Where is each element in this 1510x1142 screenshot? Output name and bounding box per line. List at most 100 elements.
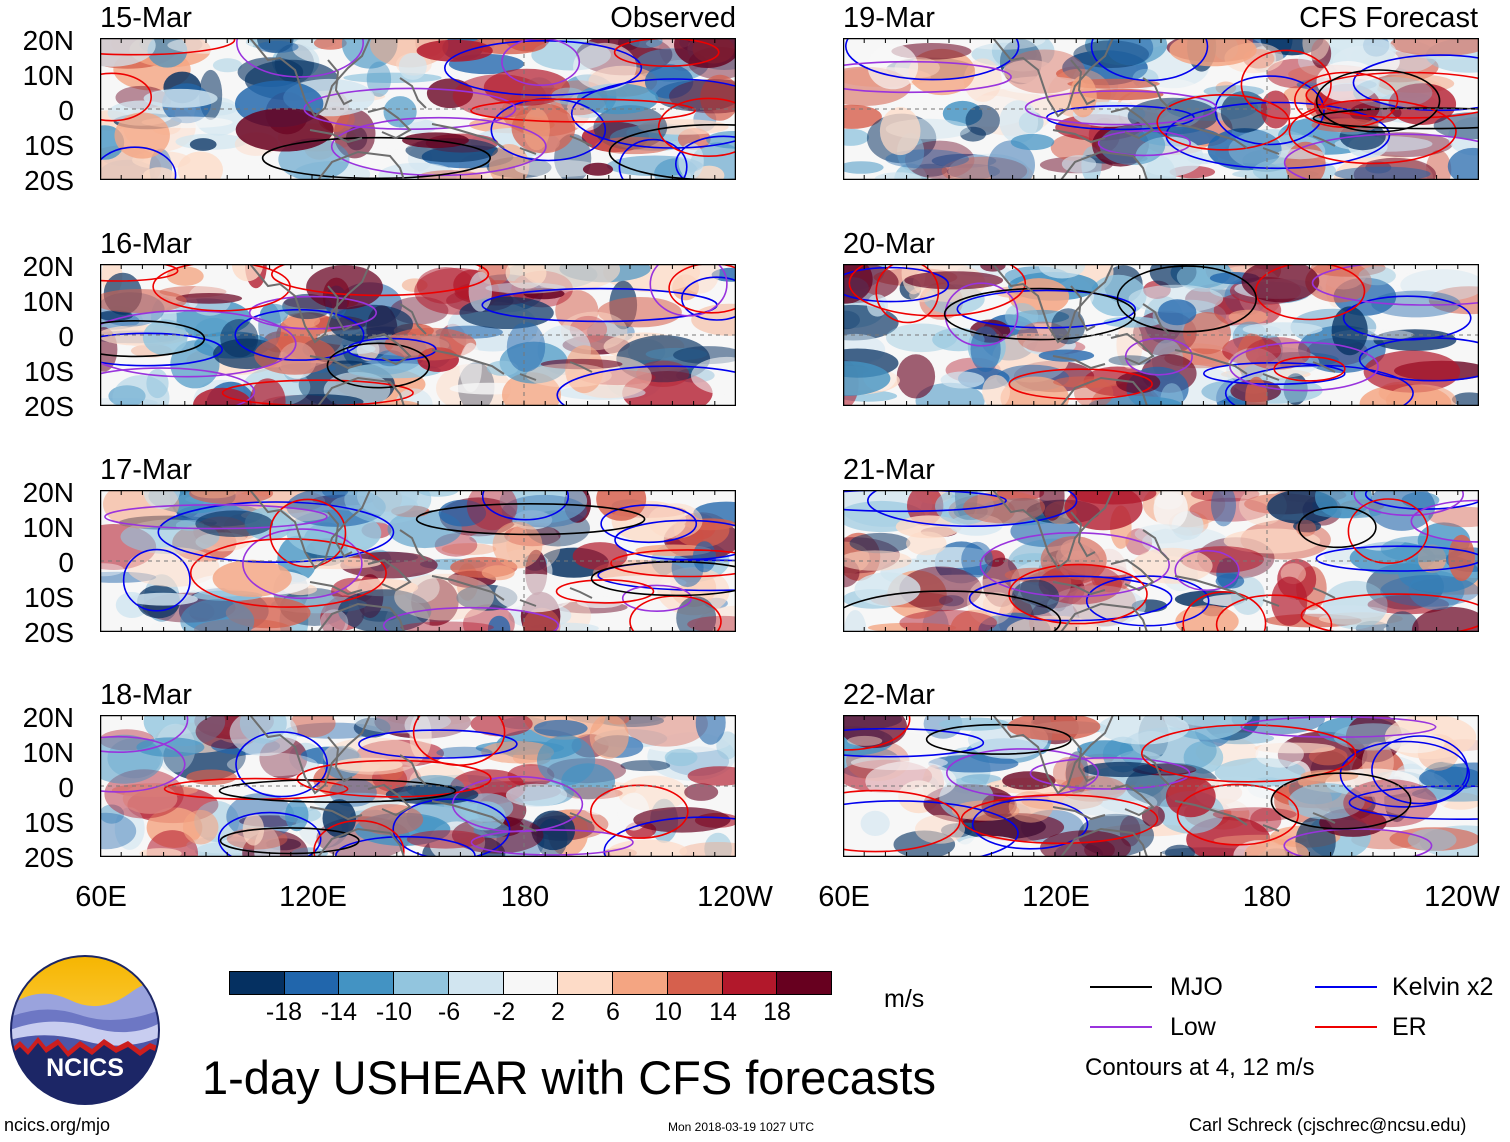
contour-line [843, 715, 911, 751]
contour-line [1312, 107, 1479, 130]
shading-blob [1407, 828, 1457, 852]
shading-blob [319, 609, 349, 632]
contour-line [1297, 506, 1377, 549]
observed-label: Observed [610, 2, 736, 34]
shading-blob [1169, 38, 1257, 67]
shading-blob [1223, 528, 1321, 554]
shading-blob [112, 375, 170, 406]
lat-label-10n: 10N [22, 512, 74, 543]
contour-line [618, 138, 688, 180]
legend-swatch-mjo [1090, 986, 1152, 988]
shading-blob [1215, 81, 1237, 95]
contour-line [313, 819, 405, 857]
contour-line [1124, 337, 1193, 376]
shading-blob [354, 715, 451, 734]
coastline [399, 303, 427, 335]
contour-line [848, 264, 1027, 317]
shading-blob [1134, 524, 1193, 544]
shading-blob [687, 766, 736, 786]
lat-label-20s: 20S [24, 617, 74, 648]
shading-blob [416, 39, 493, 62]
shading-blob [416, 267, 475, 304]
colorbar [229, 971, 832, 995]
contour-line [675, 135, 736, 180]
shading-blob [692, 541, 717, 573]
shading-blob [177, 151, 223, 180]
contour-line [843, 590, 1062, 632]
shading-blob [1302, 605, 1388, 619]
lat-label-20n: 20N [22, 251, 74, 282]
shading-blob [357, 804, 424, 836]
contour-line [556, 365, 736, 406]
coastline [309, 581, 363, 596]
contour-line [100, 735, 186, 793]
legend-swatch-kelvin [1315, 986, 1377, 988]
lat-label-10s: 10S [24, 356, 74, 387]
contour-line [271, 264, 490, 297]
shading-blob [1052, 757, 1085, 789]
coastline [327, 511, 353, 558]
shading-blob [982, 592, 1014, 617]
coastline [992, 38, 1114, 118]
shading-blob [329, 304, 413, 344]
lat-label-20n: 20N [22, 477, 74, 508]
shading-blob [272, 394, 364, 406]
shading-blob [100, 38, 156, 67]
shading-blob [1322, 580, 1388, 630]
shading-blob [347, 363, 442, 379]
colorbar-swatch [503, 972, 559, 994]
contour-line [1315, 69, 1441, 133]
shading-blob [343, 72, 442, 83]
footer-website[interactable]: ncics.org/mjo [4, 1115, 111, 1135]
contour-line [590, 561, 736, 597]
shading-blob [847, 735, 883, 746]
contour-line [1240, 716, 1437, 738]
colorbar-swatch [777, 972, 832, 994]
coastline [519, 599, 537, 607]
shading-blob [481, 565, 515, 581]
coastline [1262, 824, 1280, 832]
contour-line [1174, 549, 1240, 592]
shading-blob [1116, 320, 1143, 369]
shading-blob [928, 754, 1019, 773]
colorbar-swatch [284, 972, 340, 994]
shading-blob [620, 760, 671, 772]
coastline [317, 827, 405, 857]
shading-blob [879, 107, 921, 156]
coastline [1052, 129, 1106, 144]
shading-blob [100, 563, 124, 577]
shading-blob [1447, 147, 1479, 180]
shading-blob [1242, 322, 1323, 337]
contour-line [597, 559, 736, 592]
coastline [1312, 361, 1336, 373]
shading-blob [1385, 384, 1457, 406]
contour-line [261, 136, 491, 180]
shading-blob [843, 128, 870, 146]
lon-label-120w: 120W [697, 881, 773, 913]
shading-blob [193, 387, 252, 406]
coastline [1060, 602, 1148, 632]
coastline [309, 355, 363, 370]
coastline [1174, 575, 1248, 601]
shading-blob [940, 371, 985, 389]
shading-blob [987, 140, 1035, 180]
contour-line [382, 606, 560, 632]
contour-line [649, 264, 728, 317]
contour-line [960, 794, 1159, 845]
coastline [399, 77, 427, 109]
coastline [1174, 349, 1248, 375]
coastline [1052, 581, 1106, 596]
contour-line [104, 504, 328, 530]
contour-line [269, 498, 347, 568]
contour-line [326, 342, 430, 389]
shading-blob [1433, 112, 1479, 140]
coastline [1070, 736, 1096, 783]
contour-line [1176, 783, 1300, 846]
map-panel-forecast-3 [843, 490, 1479, 632]
coastline [992, 490, 1114, 570]
contour-line [1156, 94, 1291, 151]
coastline [249, 264, 371, 344]
coastline [569, 135, 593, 147]
coastline [1070, 59, 1096, 106]
shading-blob [108, 385, 146, 406]
